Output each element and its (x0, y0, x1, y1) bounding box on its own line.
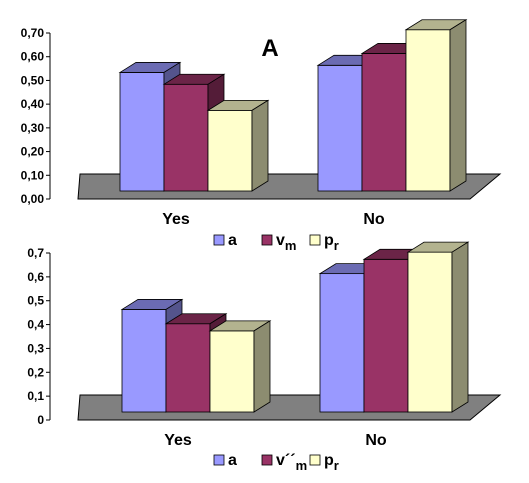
bar (405, 29, 451, 192)
y-tick-label: 0,6 (27, 270, 44, 284)
bar (209, 330, 255, 413)
chart-title: A (261, 35, 278, 62)
bar-side (251, 99, 269, 192)
bar (119, 72, 165, 192)
legend-label: pr (324, 232, 339, 253)
y-tick-label: 0,4 (27, 318, 44, 332)
legend-label-subscript: r (334, 238, 339, 253)
bar (165, 323, 211, 413)
bar (363, 258, 409, 413)
bar (407, 251, 453, 413)
y-tick-label: 0,40 (21, 97, 45, 111)
category-label: Yes (164, 432, 192, 449)
y-tick-label: 0,3 (27, 341, 44, 355)
legend-label-subscript: r (334, 458, 339, 473)
category-label: Yes (162, 211, 190, 228)
y-tick-label: 0,5 (27, 294, 44, 308)
legend-label: a (228, 232, 237, 249)
chart-2: 0 0,1 0,2 0,3 0,4 0,5 0,6 0,7 Yes No a v´´m pr (27, 241, 502, 473)
y-tick-label: 0,00 (21, 192, 45, 206)
y-tick-label: 0,10 (21, 168, 45, 182)
y-tick-label: 0,50 (21, 73, 45, 87)
legend-swatch (309, 454, 321, 466)
y-tick-label: 0,2 (27, 365, 44, 379)
legend-swatch (213, 454, 225, 466)
legend-swatch (309, 234, 321, 246)
y-tick-label: 0,60 (21, 50, 45, 64)
y-tick-label: 0,7 (27, 246, 44, 260)
y-tick-label: 0,30 (21, 121, 45, 135)
category-label: No (363, 211, 385, 228)
bar-side (253, 320, 271, 413)
y-tick-label: 0,20 (21, 145, 45, 159)
bar (317, 64, 363, 192)
bar-side (449, 19, 467, 192)
y-tick-label: 0 (37, 413, 44, 427)
bar (361, 53, 407, 192)
category-label: No (365, 432, 387, 449)
bar (121, 309, 167, 413)
chart-1: 0,00 0,10 0,20 0,30 0,40 0,50 0,60 0,70 Yes No Aa v… (21, 19, 502, 253)
legend-swatch (213, 234, 225, 246)
legend-swatch (261, 234, 273, 246)
legend-label: v´´m (276, 452, 307, 473)
bar-side (451, 241, 469, 413)
legend-label-subscript: m (296, 458, 308, 473)
legend-label: vm (276, 232, 296, 253)
bar (207, 109, 253, 192)
y-tick-label: 0,1 (27, 389, 44, 403)
legend-label: a (228, 452, 237, 469)
bar (163, 83, 209, 192)
legend-swatch (261, 454, 273, 466)
y-tick-label: 0,70 (21, 26, 45, 40)
legend-label: pr (324, 452, 339, 473)
legend-label-subscript: m (285, 238, 297, 253)
bar (319, 273, 365, 413)
